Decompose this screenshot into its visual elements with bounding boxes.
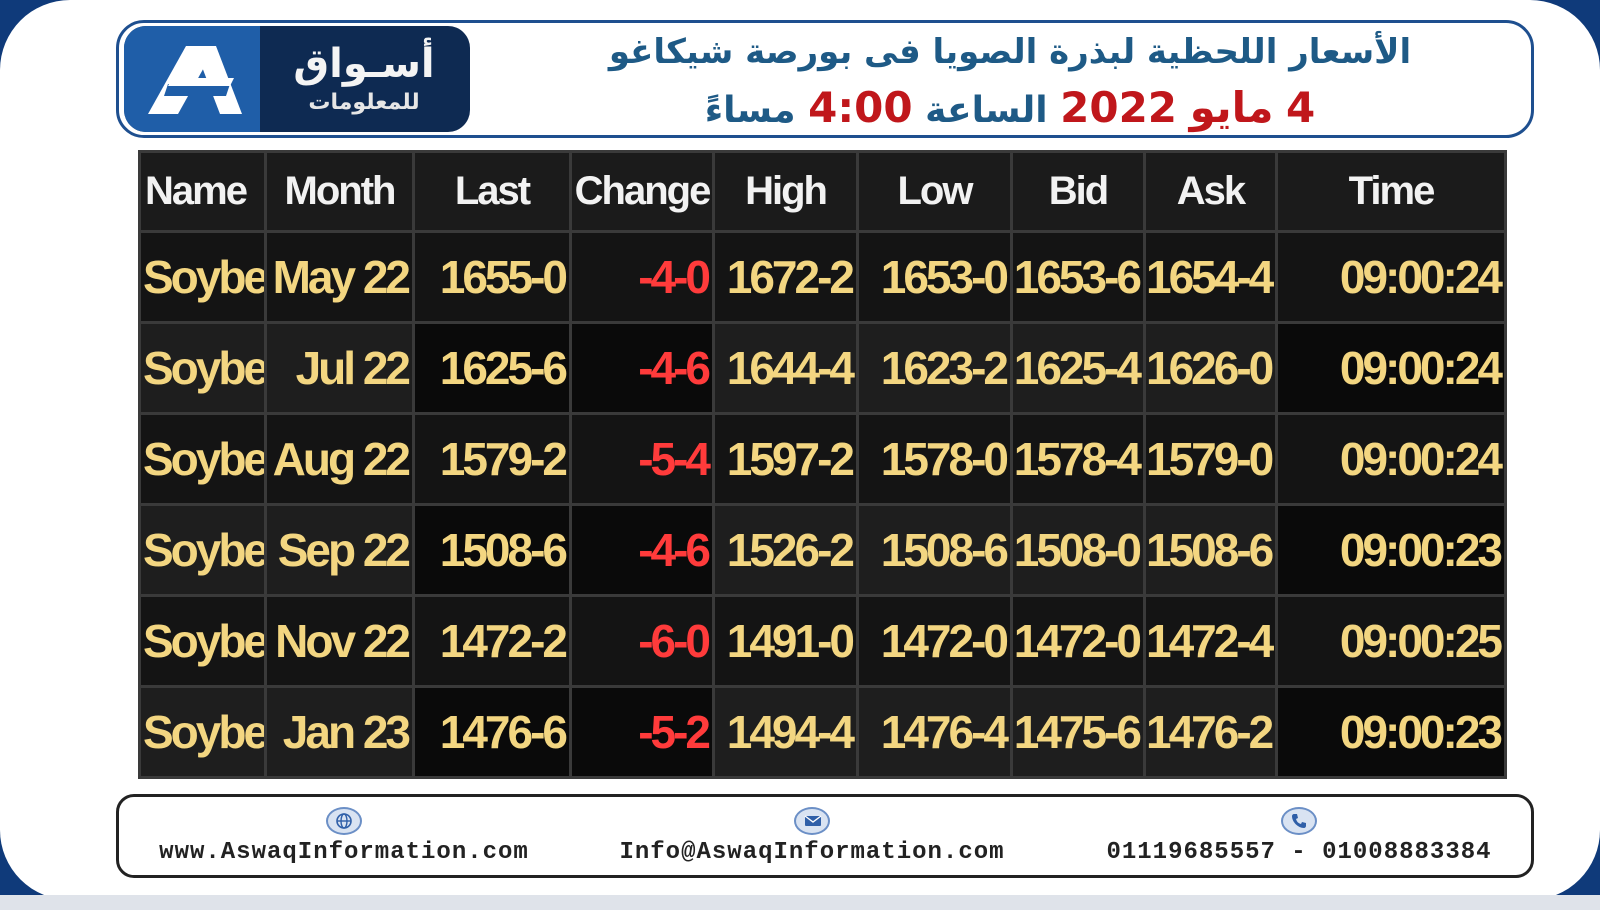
phone-numbers[interactable]: 01119685557 - 01008883384 [1106,839,1492,866]
cell-name: Soybean [138,594,267,688]
cell-low: 1508-6 [856,503,1013,597]
footer-website[interactable]: www.AswaqInformation.com [129,807,559,877]
table-row: Soybean Aug 22 1579-2 -5-4 1597-2 1578-0… [138,412,1507,506]
cell-low: 1623-2 [856,321,1013,415]
contact-footer: www.AswaqInformation.com Info@AswaqInfor… [116,794,1534,878]
cell-ask: 1579-0 [1143,412,1278,506]
cell-high: 1672-2 [712,230,859,324]
cell-month: Aug 22 [264,412,415,506]
column-header-name: Name [138,150,267,233]
table-row: Soybean Nov 22 1472-2 -6-0 1491-0 1472-0… [138,594,1507,688]
logo-name: أسـواق [293,41,435,87]
cell-month: Nov 22 [264,594,415,688]
cell-name: Soybean [138,412,267,506]
cell-ask: 1472-4 [1143,594,1278,688]
cell-time: 09:00:24 [1275,321,1507,415]
column-header-ask: Ask [1143,150,1278,233]
cell-last: 1655-0 [412,230,572,324]
cell-change: -5-2 [569,685,715,779]
cell-ask: 1654-4 [1143,230,1278,324]
cell-month: Jul 22 [264,321,415,415]
cell-name: Soybean [138,503,267,597]
cell-change: -6-0 [569,594,715,688]
date-year: 2022 [1060,83,1178,132]
cell-last: 1625-6 [412,321,572,415]
cell-ask: 1476-2 [1143,685,1278,779]
bottom-band [0,895,1600,910]
cell-change: -4-0 [569,230,715,324]
cell-name: Soybean [138,321,267,415]
cell-last: 1472-2 [412,594,572,688]
table-header-row: Name Month Last Change High Low Bid Ask … [138,150,1507,233]
cell-change: -4-6 [569,503,715,597]
column-header-change: Change [569,150,715,233]
cell-bid: 1475-6 [1010,685,1146,779]
cell-high: 1526-2 [712,503,859,597]
cell-time: 09:00:23 [1275,503,1507,597]
cell-bid: 1472-0 [1010,594,1146,688]
cell-change: -5-4 [569,412,715,506]
cell-low: 1578-0 [856,412,1013,506]
column-header-month: Month [264,150,415,233]
cell-ask: 1626-0 [1143,321,1278,415]
cell-bid: 1653-6 [1010,230,1146,324]
logo-a-icon [148,46,242,114]
cell-name: Soybean [138,230,267,324]
cell-bid: 1508-0 [1010,503,1146,597]
column-header-bid: Bid [1010,150,1146,233]
globe-icon [326,807,362,835]
footer-email[interactable]: Info@AswaqInformation.com [597,807,1027,877]
cell-high: 1644-4 [712,321,859,415]
page-title: الأسعار اللحظية لبذرة الصويا فى بورصة شي… [608,32,1412,72]
table-row: Soybean May 22 1655-0 -4-0 1672-2 1653-0… [138,230,1507,324]
cell-high: 1597-2 [712,412,859,506]
table-row: Soybean Sep 22 1508-6 -4-6 1526-2 1508-6… [138,503,1507,597]
cell-bid: 1625-4 [1010,321,1146,415]
cell-high: 1494-4 [712,685,859,779]
date-day: 4 [1286,83,1316,132]
time-label: الساعة [925,90,1048,131]
cell-low: 1653-0 [856,230,1013,324]
logo-mark-panel [124,26,260,132]
cell-last: 1476-6 [412,685,572,779]
cell-month: Jan 23 [264,685,415,779]
phone-icon [1281,807,1317,835]
cell-month: Sep 22 [264,503,415,597]
cell-time: 09:00:23 [1275,685,1507,779]
cell-low: 1476-4 [856,685,1013,779]
footer-phones[interactable]: 01119685557 - 01008883384 [1069,807,1529,877]
cell-last: 1508-6 [412,503,572,597]
cell-low: 1472-0 [856,594,1013,688]
date-month: مايو [1189,83,1274,132]
cell-last: 1579-2 [412,412,572,506]
email-link[interactable]: Info@AswaqInformation.com [619,839,1005,866]
cell-name: Soybean [138,685,267,779]
cell-time: 09:00:25 [1275,594,1507,688]
brand-logo: أسـواق للمعلومات [124,26,470,132]
website-link[interactable]: www.AswaqInformation.com [159,839,529,866]
logo-subtitle: للمعلومات [308,90,420,115]
cell-bid: 1578-4 [1010,412,1146,506]
column-header-low: Low [856,150,1013,233]
table-row: Soybean Jul 22 1625-6 -4-6 1644-4 1623-2… [138,321,1507,415]
quotes-table: Name Month Last Change High Low Bid Ask … [138,150,1507,779]
cell-time: 09:00:24 [1275,412,1507,506]
cell-ask: 1508-6 [1143,503,1278,597]
cell-change: -4-6 [569,321,715,415]
column-header-last: Last [412,150,572,233]
time-period: مساءً [704,90,796,131]
cell-month: May 22 [264,230,415,324]
cell-high: 1491-0 [712,594,859,688]
column-header-high: High [712,150,859,233]
cell-time: 09:00:24 [1275,230,1507,324]
column-header-time: Time [1275,150,1507,233]
time-value: 4:00 [808,83,913,132]
page-date-time: 4 مايو 2022 الساعة 4:00 مساءً [500,86,1520,133]
table-row: Soybean Jan 23 1476-6 -5-2 1494-4 1476-4… [138,685,1507,779]
mail-icon [794,807,830,835]
